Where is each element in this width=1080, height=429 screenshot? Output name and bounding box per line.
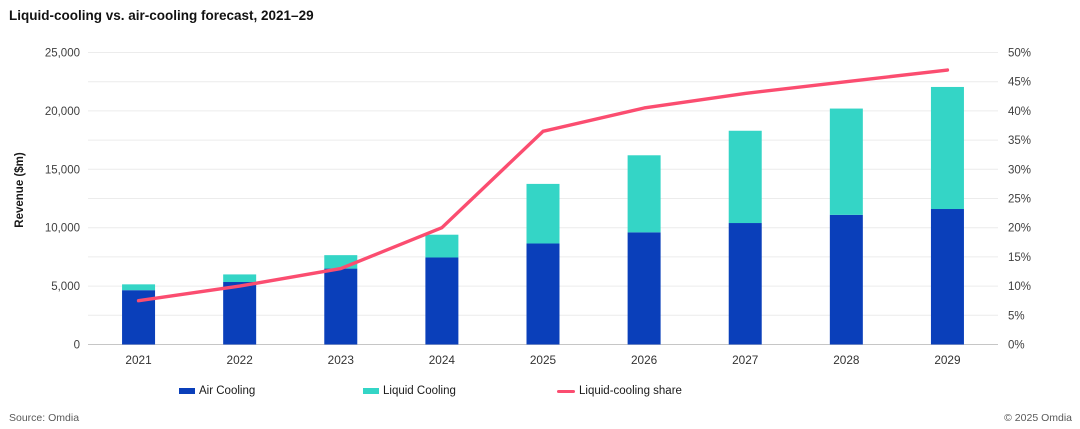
y-axis-right-tick-label: 15% xyxy=(1008,252,1031,264)
y-axis-right-tick-label: 5% xyxy=(1008,310,1025,322)
legend-item-air-cooling: Air Cooling xyxy=(179,385,255,397)
bar-air-cooling-2028 xyxy=(829,214,863,345)
y-axis-right-tick-label: 35% xyxy=(1008,135,1031,147)
x-axis-label-2022: 2022 xyxy=(227,353,253,367)
y-axis-left-tick-label: 10,000 xyxy=(45,223,80,235)
legend-item-liquid-cooling-share: Liquid-cooling share xyxy=(557,385,682,397)
y-axis-right-tick-label: 0% xyxy=(1008,340,1025,352)
bar-liquid-cooling-2027 xyxy=(728,130,762,224)
x-axis-label-2024: 2024 xyxy=(429,353,456,367)
liquid-cooling-share-line xyxy=(136,68,950,303)
copyright-note: © 2025 Omdia xyxy=(1004,412,1072,424)
x-axis-label-2028: 2028 xyxy=(833,353,860,367)
y-axis-right-tick-label: 50% xyxy=(1008,48,1031,60)
y-axis-right-tick-label: 40% xyxy=(1008,106,1031,118)
bar-air-cooling-2029 xyxy=(930,209,964,345)
x-axis-label-2029: 2029 xyxy=(934,353,960,367)
y-axis-left-tick-label: 20,000 xyxy=(45,106,80,118)
bar-air-cooling-2026 xyxy=(627,232,661,345)
legend-swatch-air-cooling-icon xyxy=(179,388,195,394)
legend-label-liquid-cooling-share: Liquid-cooling share xyxy=(579,385,682,397)
source-note: Source: Omdia xyxy=(9,412,80,424)
legend-line-swatch-icon xyxy=(557,389,575,393)
x-axis-label-2026: 2026 xyxy=(631,353,658,367)
bar-liquid-cooling-2026 xyxy=(627,155,661,233)
x-axis-label-2023: 2023 xyxy=(328,353,355,367)
bar-air-cooling-2027 xyxy=(728,223,762,345)
bar-liquid-cooling-2025 xyxy=(526,183,560,244)
bar-liquid-cooling-2023 xyxy=(324,255,358,269)
bar-liquid-cooling-2022 xyxy=(223,274,257,283)
y-axis-right-tick-label: 25% xyxy=(1008,194,1031,206)
bar-liquid-cooling-2024 xyxy=(425,234,459,258)
bar-air-cooling-2023 xyxy=(324,268,358,345)
x-axis-label-2025: 2025 xyxy=(530,353,557,367)
y-axis-right-tick-label: 30% xyxy=(1008,164,1031,176)
y-axis-left-tick-label: 15,000 xyxy=(45,164,80,176)
legend-swatch-liquid-cooling-icon xyxy=(363,388,379,394)
chart-title: Liquid-cooling vs. air-cooling forecast,… xyxy=(9,8,314,23)
bar-liquid-cooling-2028 xyxy=(829,108,863,215)
y-axis-right-tick-label: 20% xyxy=(1008,223,1031,235)
bar-air-cooling-2022 xyxy=(223,282,257,345)
legend-label-air-cooling: Air Cooling xyxy=(199,385,256,397)
bar-liquid-cooling-2029 xyxy=(930,86,964,210)
bar-air-cooling-2025 xyxy=(526,243,560,345)
y-axis-left-tick-label: 5,000 xyxy=(51,281,80,293)
y-axis-left-tick-label: 25,000 xyxy=(45,48,80,60)
x-axis-label-2021: 2021 xyxy=(125,353,151,367)
bar-air-cooling-2024 xyxy=(425,257,459,345)
y-axis-right-tick-label: 10% xyxy=(1008,281,1031,293)
x-axis-label-2027: 2027 xyxy=(732,353,758,367)
y-axis-left-tick-label: 0 xyxy=(74,340,80,352)
bar-liquid-cooling-2021 xyxy=(122,284,156,291)
legend-label-liquid-cooling: Liquid Cooling xyxy=(383,385,456,397)
legend-item-liquid-cooling: Liquid Cooling xyxy=(363,385,456,397)
y-axis-right-tick-label: 45% xyxy=(1008,77,1031,89)
